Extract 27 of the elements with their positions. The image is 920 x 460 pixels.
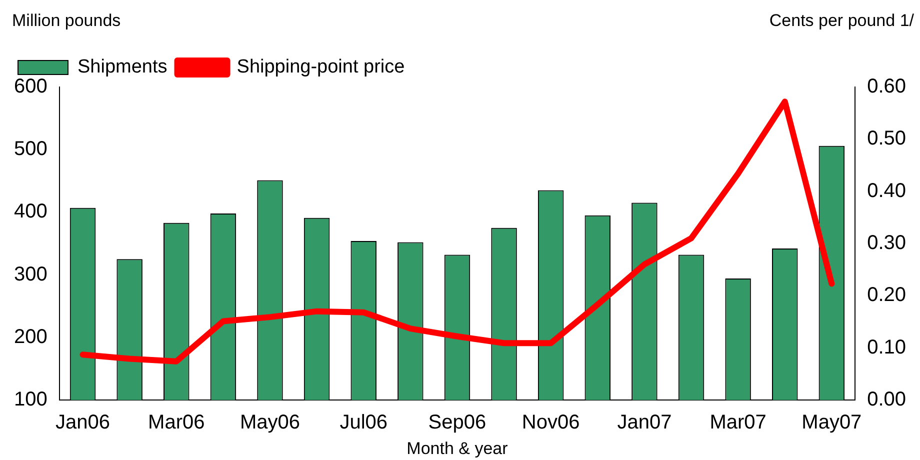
y-tick-label: 100: [14, 388, 48, 411]
y2-tick-label: 0.40: [867, 180, 906, 202]
y-axis-title: Million pounds: [12, 11, 121, 30]
x-axis-title: Month & year: [406, 439, 508, 458]
y-tick-label: 500: [14, 138, 48, 160]
x-tick-label: Mar06: [148, 412, 205, 434]
x-tick-label: Jan06: [56, 412, 110, 434]
y2-tick-label: 0.20: [867, 284, 906, 306]
y2-tick-label: 0.30: [867, 232, 906, 254]
x-tick-label: Mar07: [710, 412, 766, 434]
legend-label: Shipping-point price: [236, 56, 405, 78]
y2-axis-title: Cents per pound 1/: [769, 11, 914, 30]
x-tick-label: May07: [802, 412, 862, 434]
x-tick-label: Jan07: [617, 412, 672, 434]
y-tick-label: 300: [14, 263, 48, 286]
x-tick-label: May06: [240, 412, 300, 434]
y-tick-label: 600: [14, 76, 48, 98]
x-tick-label: Jul06: [340, 412, 388, 434]
y-tick-label: 400: [14, 200, 48, 223]
y2-tick-label: 0.50: [867, 128, 906, 150]
y2-tick-label: 0.00: [867, 388, 906, 411]
x-tick-label: Nov06: [522, 412, 580, 434]
y2-tick-label: 0.10: [867, 336, 906, 358]
y-tick-label: 200: [14, 326, 48, 348]
legend-label: Shipments: [78, 56, 168, 78]
x-tick-label: Sep06: [428, 412, 486, 434]
y2-tick-label: 0.60: [867, 76, 906, 98]
